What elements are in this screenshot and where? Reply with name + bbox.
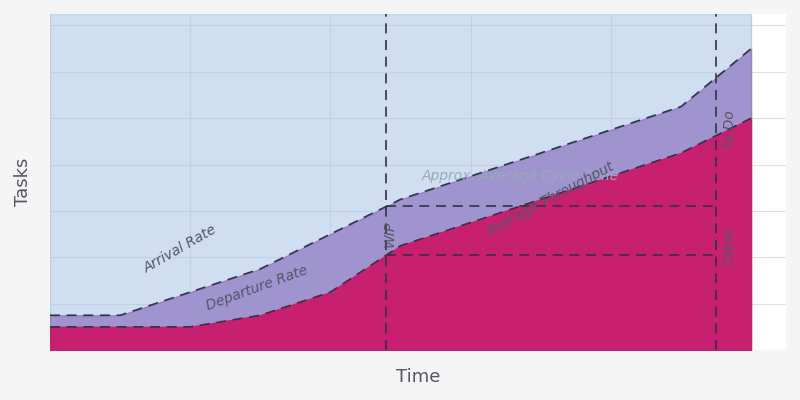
Text: To Do: To Do — [723, 110, 737, 149]
Text: WIP: WIP — [383, 221, 397, 247]
Text: Departure Rate: Departure Rate — [204, 263, 310, 313]
Text: Arrival Rate: Arrival Rate — [141, 223, 219, 276]
Text: Done: Done — [723, 228, 737, 264]
X-axis label: Time: Time — [396, 368, 440, 386]
Text: Approx. Average Cycle Time: Approx. Average Cycle Time — [422, 169, 618, 183]
Y-axis label: Tasks: Tasks — [14, 158, 32, 206]
Text: Average Throughput: Average Throughput — [485, 159, 618, 239]
